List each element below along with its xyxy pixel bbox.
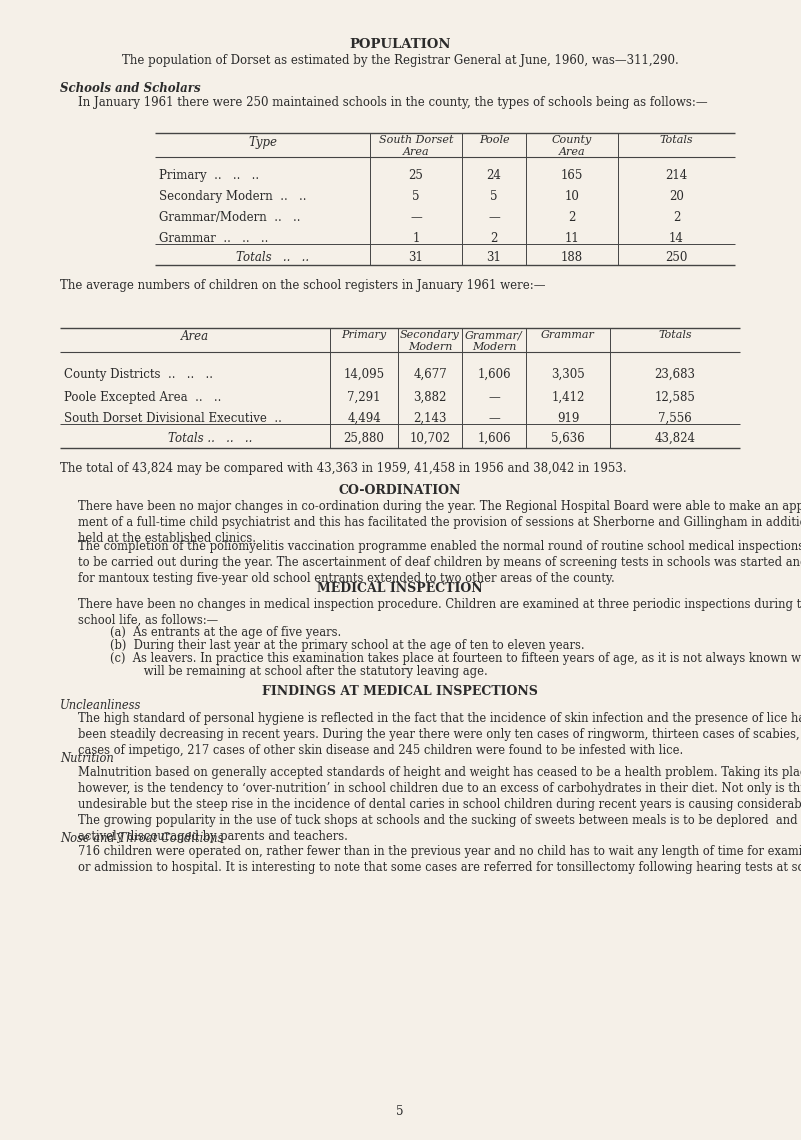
- Text: 3,305: 3,305: [551, 368, 585, 381]
- Text: Type: Type: [248, 136, 277, 149]
- Text: Grammar: Grammar: [541, 329, 595, 340]
- Text: —: —: [488, 391, 500, 404]
- Text: (b)  During their last year at the primary school at the age of ten to eleven ye: (b) During their last year at the primar…: [110, 640, 585, 652]
- Text: 25: 25: [409, 169, 424, 182]
- Text: South Dorset
Area: South Dorset Area: [379, 135, 453, 157]
- Text: There have been no changes in medical inspection procedure. Children are examine: There have been no changes in medical in…: [78, 598, 801, 627]
- Text: Totals ..   ..   ..: Totals .. .. ..: [168, 432, 252, 445]
- Text: 31: 31: [409, 251, 424, 264]
- Text: 716 children were operated on, rather fewer than in the previous year and no chi: 716 children were operated on, rather fe…: [78, 845, 801, 874]
- Text: 43,824: 43,824: [654, 432, 695, 445]
- Text: (c)  As leavers. In practice this examination takes place at fourteen to fifteen: (c) As leavers. In practice this examina…: [110, 652, 801, 665]
- Text: Totals   ..   ..: Totals .. ..: [236, 251, 309, 264]
- Text: County
Area: County Area: [552, 135, 592, 157]
- Text: The population of Dorset as estimated by the Registrar General at June, 1960, wa: The population of Dorset as estimated by…: [122, 54, 678, 67]
- Text: Primary  ..   ..   ..: Primary .. .. ..: [159, 169, 260, 182]
- Text: —: —: [488, 412, 500, 425]
- Text: The completion of the poliomyelitis vaccination programme enabled the normal rou: The completion of the poliomyelitis vacc…: [78, 540, 801, 585]
- Text: Secondary
Modern: Secondary Modern: [400, 329, 460, 352]
- Text: 2: 2: [490, 233, 497, 245]
- Text: In January 1961 there were 250 maintained schools in the county, the types of sc: In January 1961 there were 250 maintaine…: [78, 96, 707, 109]
- Text: —: —: [410, 211, 422, 223]
- Text: Poole Excepted Area  ..   ..: Poole Excepted Area .. ..: [64, 391, 221, 404]
- Text: Schools and Scholars: Schools and Scholars: [60, 82, 200, 95]
- Text: 14: 14: [669, 233, 684, 245]
- Text: 1,606: 1,606: [477, 432, 511, 445]
- Text: 5: 5: [413, 190, 420, 203]
- Text: The total of 43,824 may be compared with 43,363 in 1959, 41,458 in 1956 and 38,0: The total of 43,824 may be compared with…: [60, 462, 626, 475]
- Text: 250: 250: [666, 251, 688, 264]
- Text: 4,677: 4,677: [413, 368, 447, 381]
- Text: 1: 1: [413, 233, 420, 245]
- Text: 24: 24: [486, 169, 501, 182]
- Text: 20: 20: [669, 190, 684, 203]
- Text: 5: 5: [490, 190, 497, 203]
- Text: County Districts  ..   ..   ..: County Districts .. .. ..: [64, 368, 213, 381]
- Text: 10: 10: [565, 190, 579, 203]
- Text: (a)  As entrants at the age of five years.: (a) As entrants at the age of five years…: [110, 626, 341, 640]
- Text: Grammar  ..   ..   ..: Grammar .. .. ..: [159, 233, 268, 245]
- Text: 165: 165: [561, 169, 583, 182]
- Text: 4,494: 4,494: [347, 412, 380, 425]
- Text: Nose and Throat Conditions: Nose and Throat Conditions: [60, 832, 223, 845]
- Text: The high standard of personal hygiene is reflected in the fact that the incidenc: The high standard of personal hygiene is…: [78, 712, 801, 757]
- Text: 5: 5: [396, 1105, 404, 1118]
- Text: Poole: Poole: [479, 135, 509, 145]
- Text: 14,095: 14,095: [344, 368, 384, 381]
- Text: will be remaining at school after the statutory leaving age.: will be remaining at school after the st…: [122, 665, 488, 678]
- Text: Totals: Totals: [660, 135, 694, 145]
- Text: 25,880: 25,880: [344, 432, 384, 445]
- Text: Secondary Modern  ..   ..: Secondary Modern .. ..: [159, 190, 307, 203]
- Text: 3,882: 3,882: [413, 391, 447, 404]
- Text: 11: 11: [565, 233, 579, 245]
- Text: 12,585: 12,585: [654, 391, 695, 404]
- Text: 1,412: 1,412: [551, 391, 585, 404]
- Text: 5,636: 5,636: [551, 432, 585, 445]
- Text: —: —: [488, 211, 500, 223]
- Text: 23,683: 23,683: [654, 368, 695, 381]
- Text: FINDINGS AT MEDICAL INSPECTIONS: FINDINGS AT MEDICAL INSPECTIONS: [262, 685, 538, 698]
- Text: 188: 188: [561, 251, 583, 264]
- Text: South Dorset Divisional Executive  ..: South Dorset Divisional Executive ..: [64, 412, 282, 425]
- Text: 2,143: 2,143: [413, 412, 447, 425]
- Text: There have been no major changes in co-ordination during the year. The Regional : There have been no major changes in co-o…: [78, 500, 801, 545]
- Text: Nutrition: Nutrition: [60, 752, 114, 765]
- Text: 2: 2: [673, 211, 680, 223]
- Text: 1,606: 1,606: [477, 368, 511, 381]
- Text: 7,291: 7,291: [348, 391, 380, 404]
- Text: The average numbers of children on the school registers in January 1961 were:—: The average numbers of children on the s…: [60, 279, 545, 292]
- Text: 31: 31: [486, 251, 501, 264]
- Text: 2: 2: [569, 211, 576, 223]
- Text: Area: Area: [181, 329, 209, 343]
- Text: Grammar/Modern  ..   ..: Grammar/Modern .. ..: [159, 211, 300, 223]
- Text: Primary: Primary: [341, 329, 387, 340]
- Text: 919: 919: [557, 412, 579, 425]
- Text: MEDICAL INSPECTION: MEDICAL INSPECTION: [317, 583, 483, 595]
- Text: CO-ORDINATION: CO-ORDINATION: [339, 484, 461, 497]
- Text: 10,702: 10,702: [409, 432, 450, 445]
- Text: 214: 214: [666, 169, 687, 182]
- Text: Grammar/
Modern: Grammar/ Modern: [465, 329, 523, 352]
- Text: Totals: Totals: [658, 329, 692, 340]
- Text: Malnutrition based on generally accepted standards of height and weight has ceas: Malnutrition based on generally accepted…: [78, 766, 801, 842]
- Text: 7,556: 7,556: [658, 412, 692, 425]
- Text: Uncleanliness: Uncleanliness: [60, 699, 141, 712]
- Text: POPULATION: POPULATION: [349, 38, 451, 51]
